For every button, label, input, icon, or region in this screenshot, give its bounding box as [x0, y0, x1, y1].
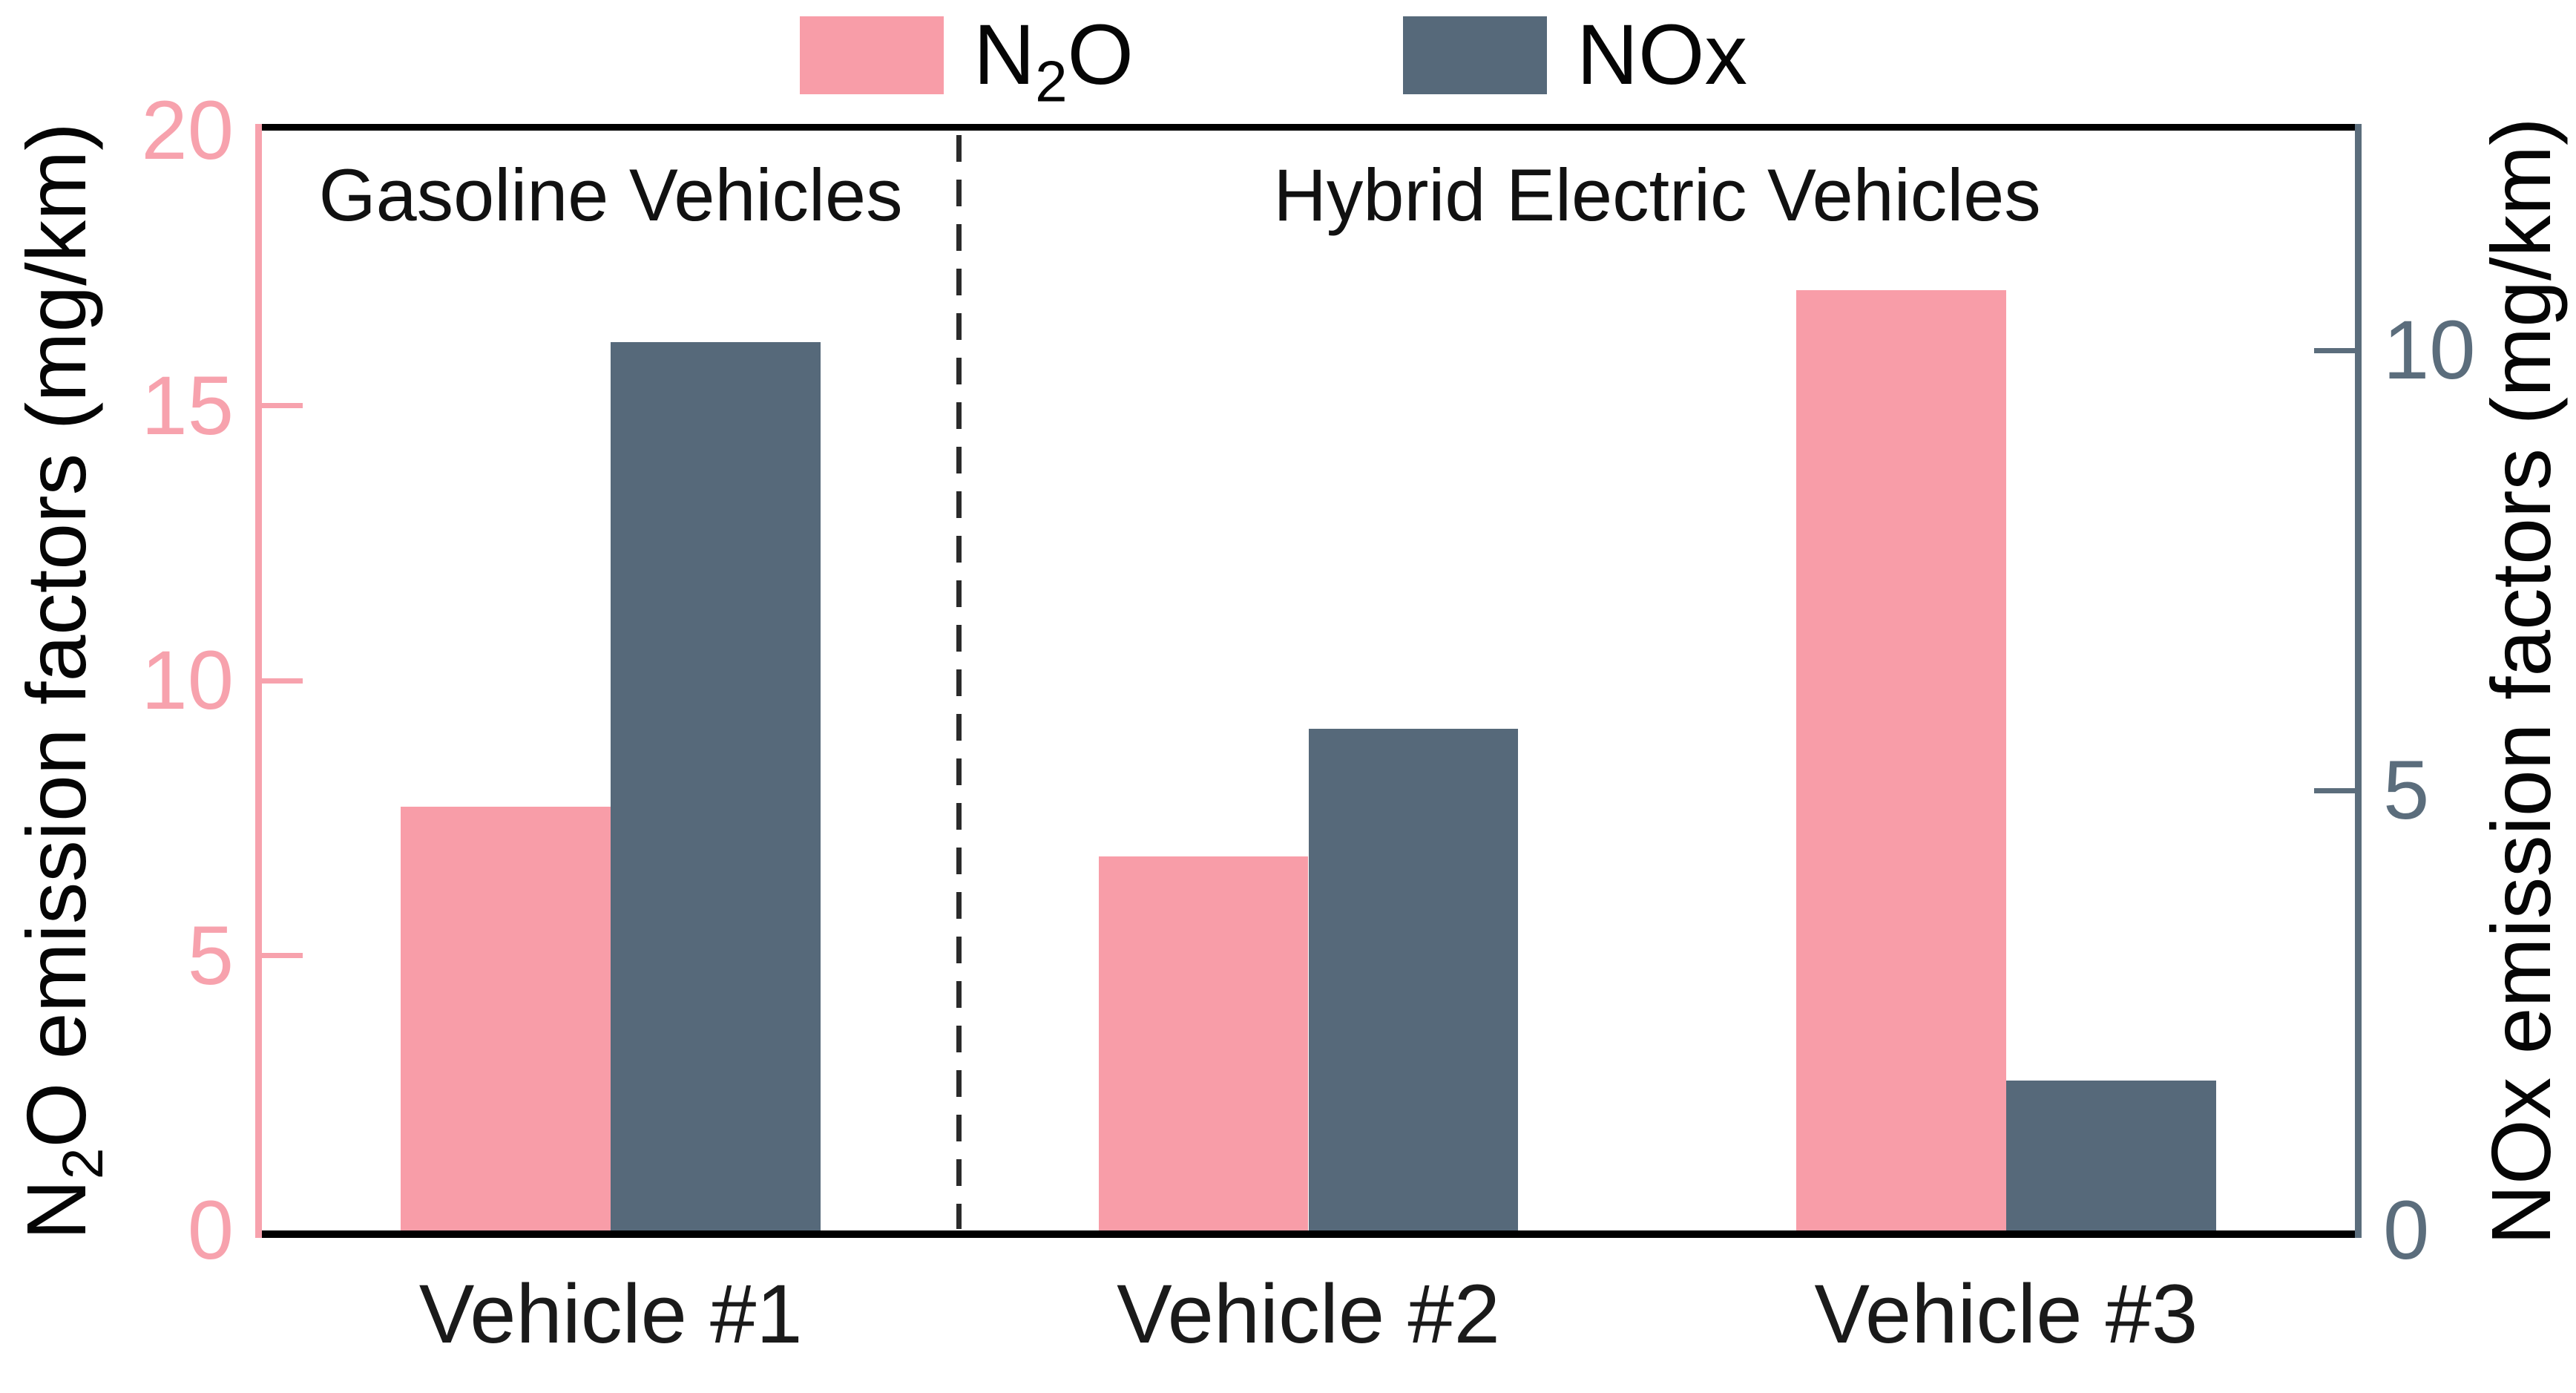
plot-area — [262, 131, 2355, 1230]
x-tick-label-vehicle-2: Vehicle #2 — [1117, 1268, 1500, 1360]
left-axis-tick-label-0: 0 — [187, 1184, 234, 1276]
x-tick-label-vehicle-1: Vehicle #1 — [418, 1268, 803, 1360]
legend-n2o-post: O — [1067, 7, 1134, 102]
left-axis-title: N2O emission factors (mg/km) — [10, 122, 115, 1240]
left-axis-title-sub: 2 — [51, 1147, 116, 1180]
section-separator-dashed-line — [956, 135, 962, 1229]
right-spine — [2355, 124, 2362, 1238]
section-title-gasoline: Gasoline Vehicles — [318, 154, 903, 236]
legend-label-n2o: N2O — [973, 7, 1134, 111]
legend-nox-text: NOx — [1577, 7, 1747, 102]
legend-swatch-nox — [1403, 16, 1547, 94]
left-axis-tick-5 — [262, 953, 303, 958]
right-axis-tick-10 — [2314, 347, 2355, 353]
left-axis-tick-label-10: 10 — [141, 634, 234, 727]
left-axis-title-post: O emission factors (mg/km) — [10, 122, 103, 1148]
right-axis-tick-label-10: 10 — [2383, 304, 2476, 397]
right-axis-tick-label-0: 0 — [2383, 1184, 2430, 1276]
bar-nox-vehicle-2 — [1308, 729, 1519, 1230]
legend-label-nox: NOx — [1577, 9, 1747, 102]
bar-n2o-vehicle-2 — [1098, 856, 1309, 1230]
section-title-hybrid: Hybrid Electric Vehicles — [1273, 154, 2041, 236]
bar-n2o-vehicle-1 — [401, 807, 611, 1230]
left-axis-tick-label-5: 5 — [187, 908, 234, 1002]
left-axis-tick-label-20: 20 — [141, 84, 234, 177]
right-axis-title-text: NOx emission factors (mg/km) — [2474, 117, 2568, 1245]
right-axis-tick-5 — [2314, 787, 2355, 793]
left-axis-tick-label-15: 15 — [141, 358, 234, 452]
bar-n2o-vehicle-3 — [1795, 289, 2006, 1230]
legend-n2o-sub: 2 — [1035, 48, 1068, 114]
left-axis-tick-15 — [262, 403, 303, 408]
right-axis-title: NOx emission factors (mg/km) — [2474, 117, 2568, 1245]
left-axis-tick-10 — [262, 678, 303, 684]
bottom-spine — [255, 1230, 2362, 1238]
bar-nox-vehicle-3 — [2005, 1081, 2216, 1230]
bar-nox-vehicle-1 — [611, 341, 821, 1230]
legend-swatch-n2o — [800, 16, 944, 94]
x-tick-label-vehicle-3: Vehicle #3 — [1814, 1268, 2198, 1360]
right-axis-tick-label-5: 5 — [2383, 744, 2430, 837]
top-spine — [255, 124, 2362, 131]
left-axis-title-pre: N — [10, 1179, 103, 1240]
left-spine — [255, 124, 262, 1238]
legend-n2o-pre: N — [973, 7, 1036, 102]
